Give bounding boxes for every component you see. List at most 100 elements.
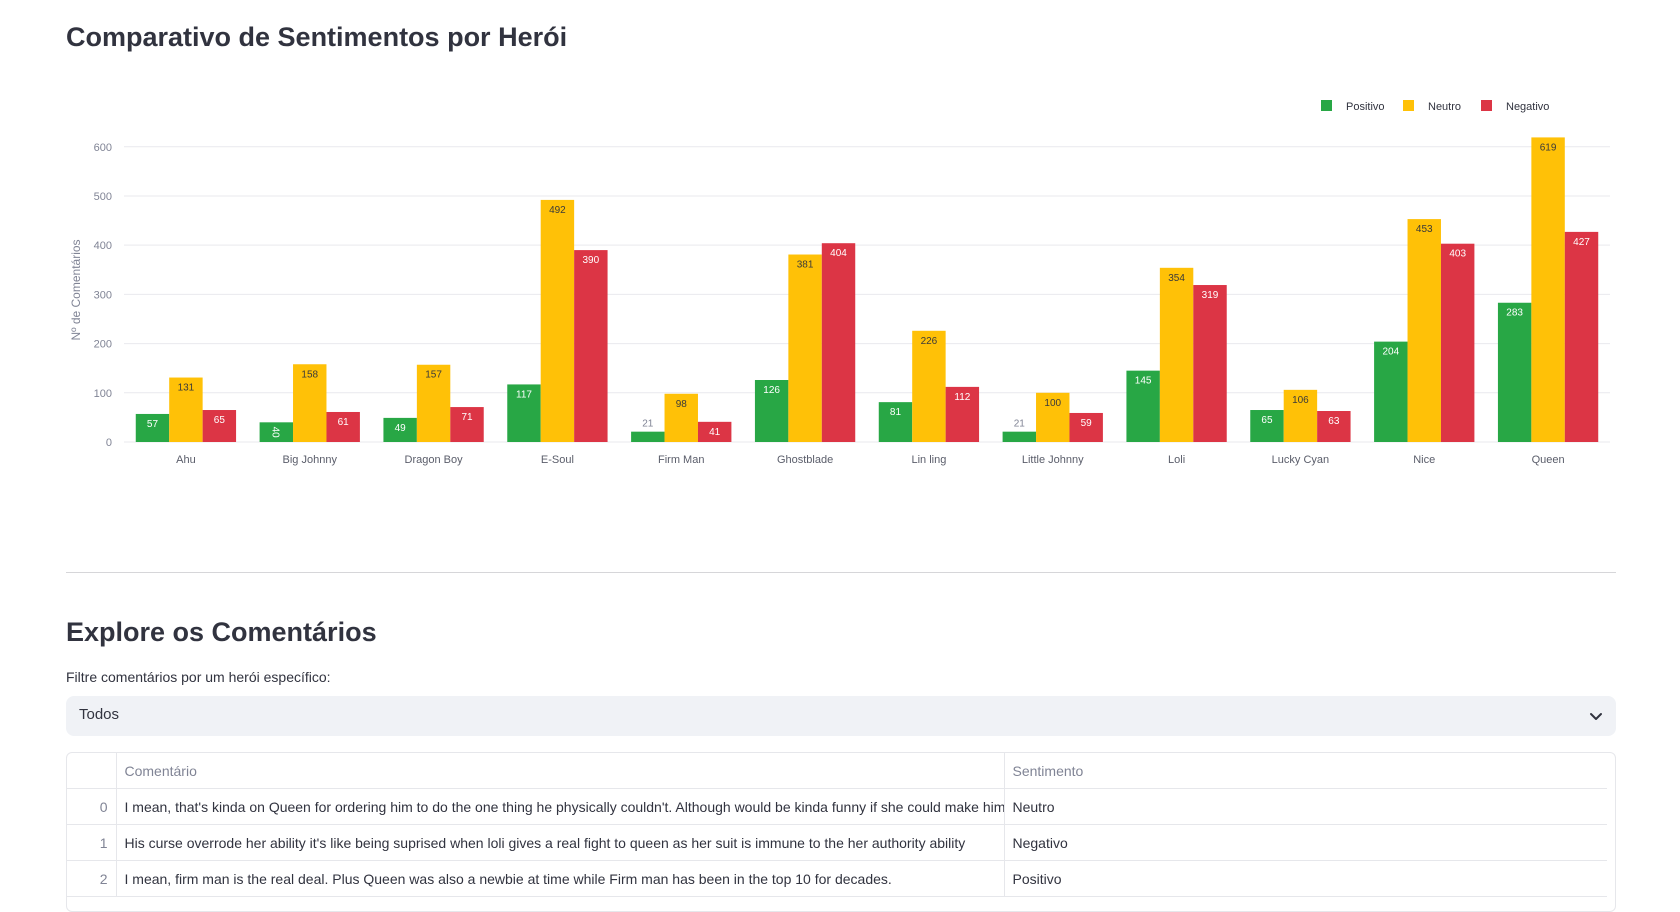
explore-title: Explore os Comentários — [66, 617, 377, 647]
row-index: 2 — [67, 860, 117, 897]
bar-value-label: 81 — [890, 407, 902, 418]
bar-negativo-queen[interactable] — [1564, 231, 1599, 442]
bar-value-label: 453 — [1416, 224, 1433, 235]
bar-negativo-big-johnny[interactable] — [326, 411, 360, 442]
bar-neutro-firm-man[interactable] — [664, 393, 698, 442]
bar-value-label: 403 — [1449, 249, 1466, 260]
page-title: Comparativo de Sentimentos por Herói — [66, 22, 568, 52]
bar-value-label: 61 — [338, 417, 350, 428]
bar-positivo-lucky-cyan[interactable] — [1250, 410, 1284, 442]
bar-neutro-ahu[interactable] — [169, 377, 203, 442]
header-sentiment[interactable]: Sentimento — [1004, 753, 1607, 789]
bar-neutro-big-johnny[interactable] — [293, 364, 327, 442]
x-tick-label: Big Johnny — [283, 454, 338, 466]
bar-value-label: 21 — [1014, 419, 1026, 430]
row-sentiment[interactable]: Neutro — [1004, 788, 1607, 825]
bar-negativo-loli[interactable] — [1193, 285, 1227, 442]
legend-swatch-neutro[interactable] — [1403, 100, 1414, 111]
table-header-row: Comentário Sentimento — [67, 753, 1607, 789]
table-row[interactable]: 2 I mean, firm man is the real deal. Plu… — [67, 860, 1607, 897]
hero-filter-select[interactable]: Todos — [66, 696, 1616, 736]
y-tick-label: 0 — [106, 437, 112, 449]
header-comment[interactable]: Comentário — [116, 753, 1005, 789]
bar-value-label: 126 — [763, 385, 780, 396]
bar-neutro-lin-ling[interactable] — [912, 330, 946, 442]
bar-neutro-little-johnny[interactable] — [1036, 392, 1070, 442]
bar-value-label: 354 — [1168, 273, 1185, 284]
table-row[interactable]: 1 His curse overrode her ability it's li… — [67, 824, 1607, 861]
bar-negativo-nice[interactable] — [1440, 243, 1475, 442]
bar-positivo-firm-man[interactable] — [631, 431, 665, 442]
bar-value-label: 390 — [583, 255, 600, 266]
row-comment[interactable]: I mean, that's kinda on Queen for orderi… — [116, 788, 1005, 825]
bar-positivo-ahu[interactable] — [135, 413, 170, 442]
header-index — [67, 753, 117, 789]
bar-positivo-e-soul[interactable] — [507, 384, 541, 442]
x-tick-label: Dragon Boy — [405, 454, 464, 466]
bar-value-label: 106 — [1292, 395, 1309, 406]
bar-positivo-little-johnny[interactable] — [1002, 431, 1037, 442]
row-index: 1 — [67, 824, 117, 861]
legend-swatch-positivo[interactable] — [1321, 100, 1332, 111]
bar-positivo-nice[interactable] — [1374, 341, 1408, 442]
legend-label-positivo[interactable]: Positivo — [1346, 101, 1385, 113]
bar-value-label: 404 — [830, 248, 847, 259]
bar-negativo-dragon-boy[interactable] — [450, 407, 484, 442]
row-sentiment[interactable]: Negativo — [1004, 824, 1607, 861]
bar-value-label: 381 — [797, 260, 814, 271]
chevron-down-icon — [1590, 713, 1602, 720]
bar-positivo-lin-ling[interactable] — [878, 402, 913, 442]
bar-negativo-lucky-cyan[interactable] — [1317, 411, 1351, 442]
bar-neutro-ghostblade[interactable] — [788, 254, 822, 442]
bar-neutro-dragon-boy[interactable] — [416, 364, 451, 442]
bar-value-label: 98 — [676, 399, 688, 410]
bar-value-label: 157 — [425, 370, 442, 381]
bar-negativo-lin-ling[interactable] — [945, 386, 980, 442]
bar-neutro-lucky-cyan[interactable] — [1283, 389, 1318, 442]
x-tick-label: Little Johnny — [1022, 454, 1084, 466]
chart-canvas: 57 131 65 40 158 61 49 157 71 117 492 390 21 98 41 126 3… — [69, 100, 1610, 466]
bar-neutro-queen[interactable] — [1531, 137, 1565, 442]
bar-neutro-nice[interactable] — [1407, 219, 1441, 442]
bar-value-label: 100 — [1044, 398, 1061, 409]
legend-label-negativo[interactable]: Negativo — [1506, 101, 1549, 113]
x-tick-label: Firm Man — [658, 454, 704, 466]
bar-neutro-e-soul[interactable] — [540, 199, 575, 442]
table-row[interactable]: 0 I mean, that's kinda on Queen for orde… — [67, 788, 1607, 825]
row-sentiment[interactable]: Positivo — [1004, 860, 1607, 897]
row-comment[interactable]: His curse overrode her ability it's like… — [116, 824, 1005, 861]
legend-label-neutro[interactable]: Neutro — [1428, 101, 1461, 113]
bar-value-label: 63 — [1328, 416, 1340, 427]
bar-value-label: 492 — [549, 205, 566, 216]
row-index: 0 — [67, 788, 117, 825]
bar-value-label: 117 — [516, 389, 532, 400]
bar-value-label: 41 — [709, 427, 721, 438]
x-tick-label: Lin ling — [911, 454, 946, 466]
bar-positivo-big-johnny[interactable] — [259, 422, 294, 442]
bar-positivo-dragon-boy[interactable] — [383, 417, 417, 442]
row-comment[interactable]: I mean, firm man is the real deal. Plus … — [116, 860, 1005, 897]
bar-value-label: 71 — [461, 412, 473, 423]
y-tick-label: 100 — [94, 388, 112, 400]
x-tick-label: Ghostblade — [777, 454, 833, 466]
bar-negativo-e-soul[interactable] — [574, 250, 608, 442]
bar-neutro-loli[interactable] — [1159, 267, 1194, 442]
y-tick-label: 200 — [94, 339, 112, 351]
sentiment-bar-chart: 57 131 65 40 158 61 49 157 71 117 492 390 21 98 41 126 3… — [58, 92, 1628, 492]
legend-swatch-negativo[interactable] — [1481, 100, 1492, 111]
bar-negativo-ahu[interactable] — [202, 410, 237, 442]
bar-negativo-firm-man[interactable] — [697, 421, 732, 442]
bar-positivo-ghostblade[interactable] — [754, 380, 789, 442]
bar-value-label: 619 — [1540, 142, 1557, 153]
bar-value-label: 49 — [395, 423, 407, 434]
bar-negativo-little-johnny[interactable] — [1069, 412, 1103, 442]
x-tick-label: E-Soul — [541, 454, 574, 466]
bar-value-label: 427 — [1573, 237, 1590, 248]
y-tick-label: 400 — [94, 240, 112, 252]
bar-negativo-ghostblade[interactable] — [821, 243, 856, 442]
bar-positivo-loli[interactable] — [1126, 370, 1160, 442]
comments-table[interactable]: Comentário Sentimento 0 I mean, that's k… — [66, 752, 1616, 912]
bar-positivo-queen[interactable] — [1497, 302, 1532, 442]
y-tick-label: 300 — [94, 289, 112, 301]
x-tick-label: Queen — [1532, 454, 1565, 466]
